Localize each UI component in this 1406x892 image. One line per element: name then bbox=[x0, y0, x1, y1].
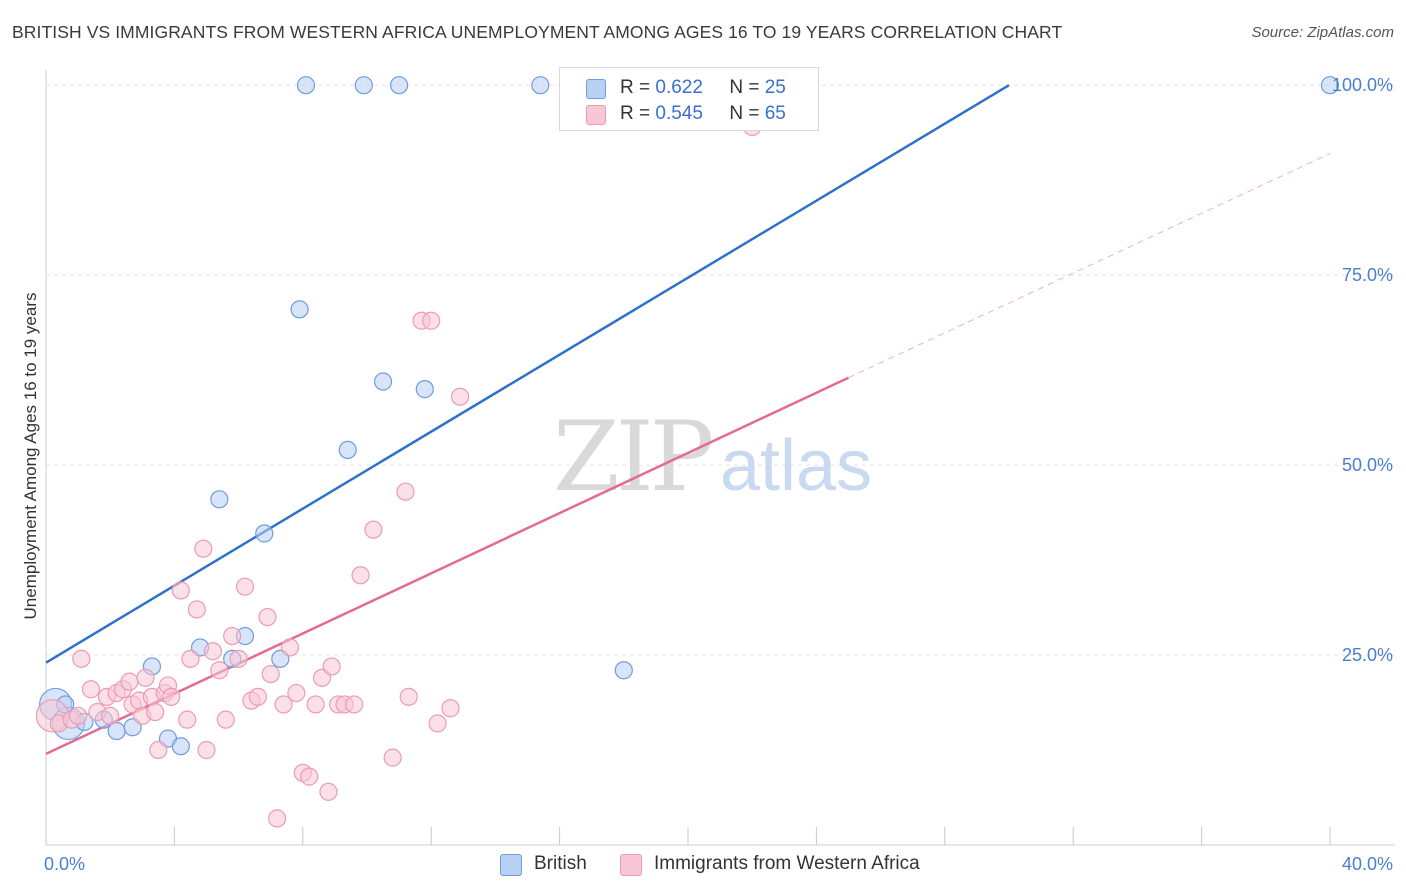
british-swatch bbox=[586, 79, 606, 99]
y-axis-title: Unemployment Among Ages 16 to 19 years bbox=[21, 293, 40, 620]
data-point-british bbox=[531, 76, 550, 95]
data-point-british bbox=[296, 76, 316, 95]
data-point-immigrants bbox=[322, 657, 341, 676]
data-point-immigrants bbox=[171, 581, 190, 600]
data-point-immigrants bbox=[364, 520, 383, 539]
data-point-british bbox=[1320, 76, 1340, 95]
data-point-british bbox=[210, 490, 229, 509]
data-point-british bbox=[338, 440, 357, 460]
data-point-immigrants bbox=[120, 672, 139, 691]
r-value: 0.622 bbox=[655, 77, 703, 98]
data-point-immigrants bbox=[197, 740, 216, 760]
n-label: N = bbox=[729, 103, 760, 124]
data-point-immigrants bbox=[216, 710, 235, 729]
y-tick-label: 100.0% bbox=[1332, 75, 1393, 95]
data-point-immigrants bbox=[287, 683, 306, 703]
data-point-immigrants bbox=[351, 566, 370, 585]
data-point-immigrants bbox=[136, 668, 155, 687]
data-point-immigrants bbox=[229, 649, 248, 668]
data-point-immigrants bbox=[450, 387, 470, 406]
data-point-immigrants bbox=[210, 661, 229, 680]
data-point-immigrants bbox=[203, 642, 223, 661]
watermark: ZIP atlas bbox=[553, 401, 872, 513]
data-point-british bbox=[171, 737, 190, 756]
data-point-immigrants bbox=[428, 714, 447, 733]
trend-line-extension bbox=[848, 153, 1331, 379]
chart-source: Source: ZipAtlas.com bbox=[1251, 24, 1394, 41]
data-point-immigrants bbox=[72, 649, 91, 668]
data-point-immigrants bbox=[181, 649, 200, 668]
data-point-immigrants bbox=[235, 577, 255, 596]
r-value: 0.545 bbox=[655, 103, 703, 124]
data-point-immigrants bbox=[345, 695, 364, 714]
data-point-immigrants bbox=[81, 680, 101, 699]
n-value: 25 bbox=[764, 77, 786, 98]
legend-label: British bbox=[534, 853, 587, 874]
watermark-zip: ZIP bbox=[553, 401, 712, 513]
data-point-immigrants bbox=[178, 710, 197, 729]
data-point-british bbox=[107, 721, 126, 741]
trend-line-immigrants bbox=[45, 376, 850, 755]
data-points bbox=[35, 76, 1340, 828]
x-tick-label: 0.0% bbox=[44, 854, 85, 874]
data-point-immigrants bbox=[101, 706, 120, 725]
data-point-british bbox=[354, 76, 373, 95]
british-swatch bbox=[500, 854, 522, 876]
data-point-immigrants bbox=[441, 699, 460, 718]
immigrants-swatch bbox=[586, 105, 606, 125]
data-point-immigrants bbox=[187, 600, 206, 619]
data-point-immigrants bbox=[146, 702, 165, 722]
y-tick-label: 50.0% bbox=[1342, 455, 1393, 475]
data-point-immigrants bbox=[300, 767, 319, 786]
data-point-immigrants bbox=[261, 664, 280, 684]
r-label: R = bbox=[620, 77, 651, 98]
n-value: 65 bbox=[764, 103, 786, 124]
data-point-immigrants bbox=[68, 706, 88, 725]
correlation-legend: R = 0.622 N = 25 R = 0.545 N = 65 bbox=[559, 67, 819, 131]
gridlines bbox=[46, 84, 1395, 656]
y-tick-label: 75.0% bbox=[1342, 265, 1393, 285]
data-point-immigrants bbox=[268, 809, 287, 828]
data-point-british bbox=[290, 300, 309, 319]
data-point-british bbox=[415, 380, 434, 399]
data-point-immigrants bbox=[422, 311, 441, 330]
tick-labels: 25.0% 50.0% 75.0% 100.0% 0.0% 40.0% bbox=[44, 75, 1393, 874]
data-point-immigrants bbox=[274, 695, 293, 714]
data-point-immigrants bbox=[194, 539, 213, 558]
data-point-immigrants bbox=[258, 607, 277, 627]
x-tick-label: 40.0% bbox=[1342, 854, 1393, 874]
data-point-immigrants bbox=[223, 626, 242, 646]
immigrants-swatch bbox=[620, 854, 642, 876]
y-tick-label: 25.0% bbox=[1342, 645, 1393, 665]
data-point-british bbox=[255, 524, 274, 543]
data-point-immigrants bbox=[280, 638, 300, 657]
watermark-atlas: atlas bbox=[720, 426, 872, 506]
data-point-immigrants bbox=[396, 482, 415, 501]
data-point-immigrants bbox=[162, 687, 181, 706]
r-label: R = bbox=[620, 103, 651, 124]
data-point-british bbox=[614, 661, 633, 680]
data-point-immigrants bbox=[248, 687, 267, 706]
data-point-immigrants bbox=[399, 687, 418, 706]
chart-title: BRITISH VS IMMIGRANTS FROM WESTERN AFRIC… bbox=[12, 22, 1063, 42]
data-point-immigrants bbox=[149, 740, 168, 760]
trend-lines bbox=[45, 84, 1331, 755]
data-point-immigrants bbox=[306, 695, 325, 714]
data-point-british bbox=[390, 76, 409, 95]
legend-label: Immigrants from Western Africa bbox=[654, 853, 920, 874]
trend-line-british bbox=[45, 84, 1010, 664]
data-point-immigrants bbox=[383, 748, 402, 767]
data-point-british bbox=[373, 372, 393, 391]
data-point-immigrants bbox=[319, 782, 338, 801]
n-label: N = bbox=[729, 77, 760, 98]
